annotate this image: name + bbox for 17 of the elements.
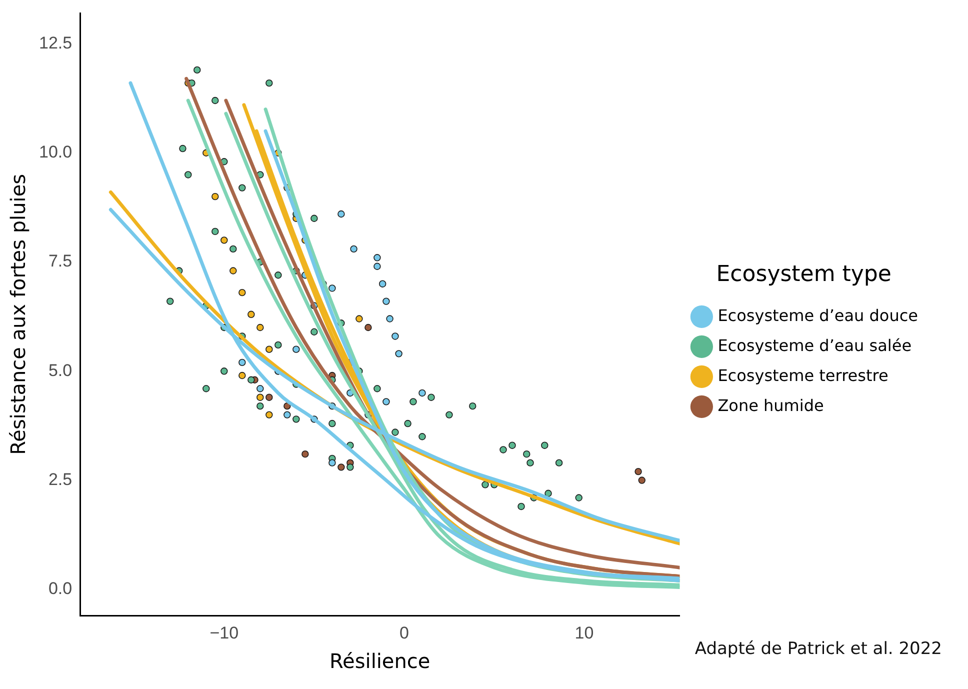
legend-title: Ecosystem type [716, 262, 892, 288]
y-tick-label: 5.0 [48, 360, 72, 380]
x-tick-label: 10 [574, 623, 594, 642]
x-tick-label: −10 [210, 623, 239, 642]
y-axis-title: Résistance aux fortes pluies [6, 174, 30, 455]
text: Adapté de Patrick et al. 2022 [694, 639, 942, 659]
y-tick-label: 10.0 [38, 142, 72, 162]
legend-label: Ecosysteme terrestre [718, 366, 888, 385]
legend-label: Ecosysteme d’eau salée [718, 336, 912, 355]
x-tick-label: 0 [399, 623, 409, 642]
x-axis-title: Résilience [330, 649, 430, 674]
legend-label: Zone humide [718, 396, 824, 415]
y-tick-label: 2.5 [48, 470, 72, 489]
y-tick-label: 12.5 [38, 33, 72, 52]
legend-label: Ecosysteme d’eau douce [718, 306, 918, 325]
y-tick-label: 0.0 [48, 579, 72, 598]
y-tick-label: 7.5 [48, 252, 72, 271]
